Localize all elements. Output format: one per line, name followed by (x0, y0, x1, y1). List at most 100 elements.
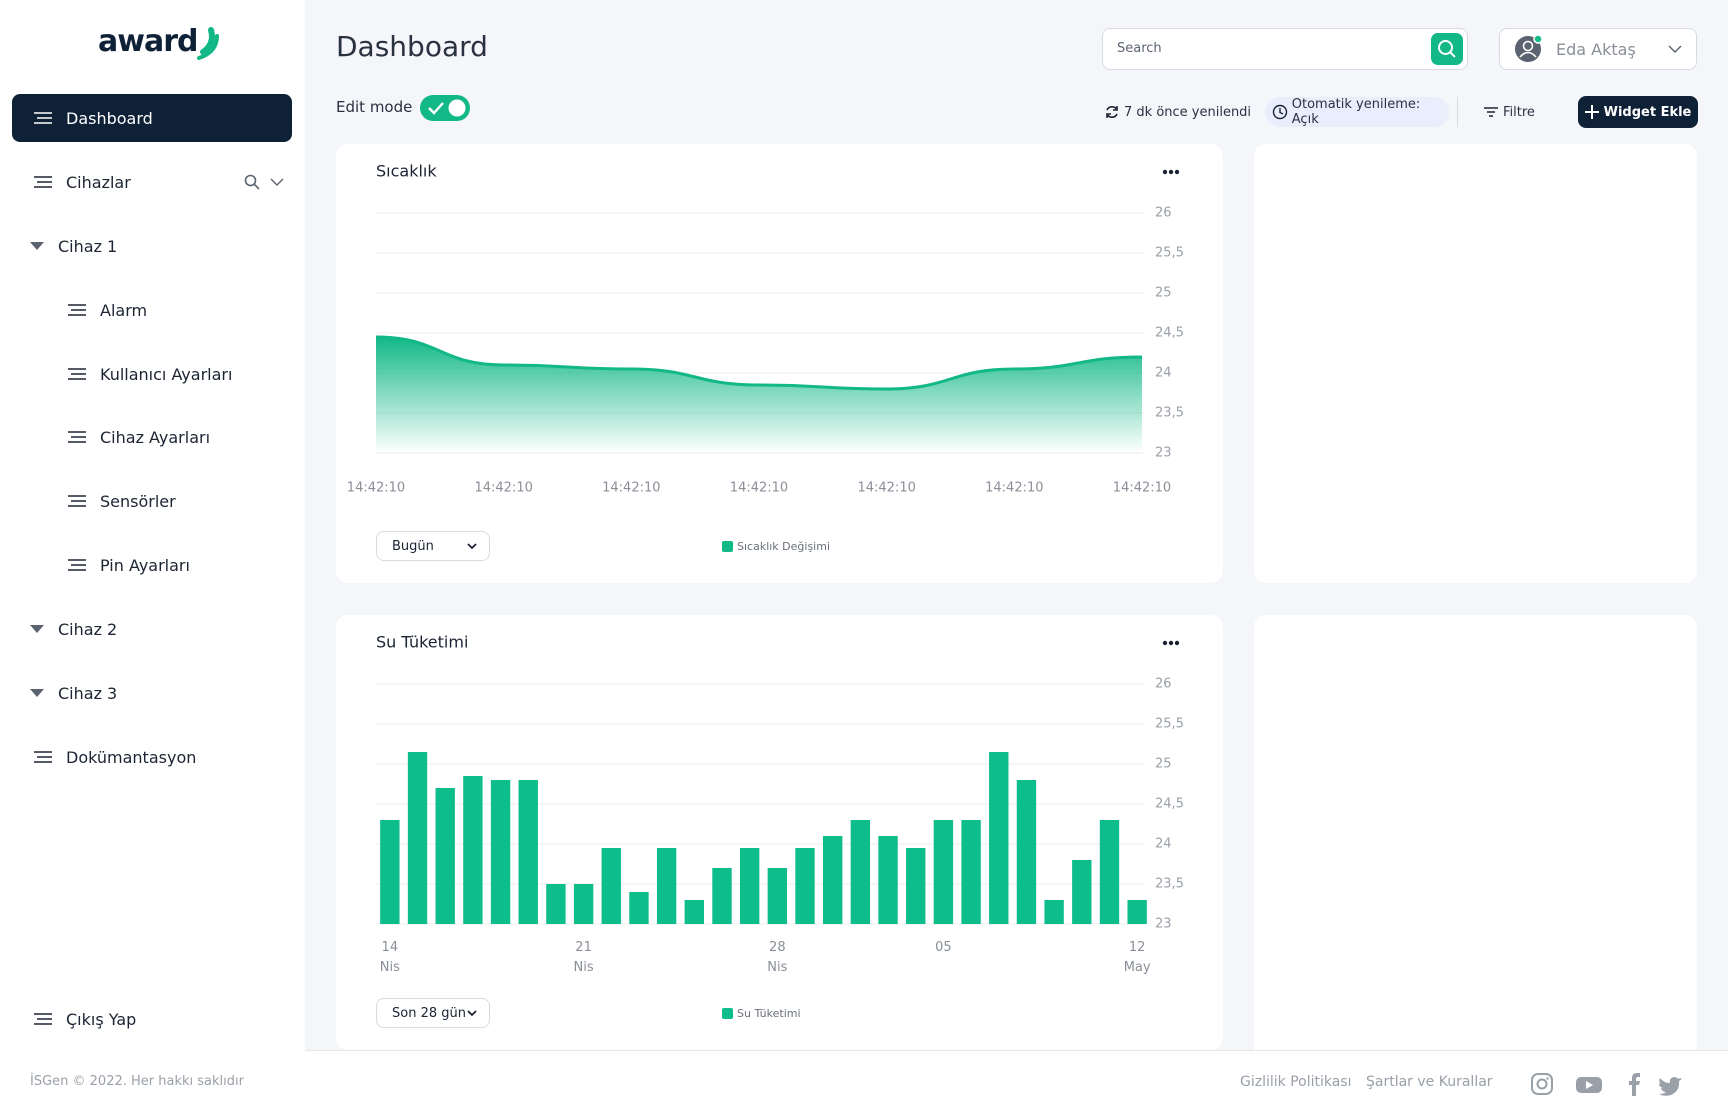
social-icons[interactable] (1531, 1072, 1711, 1098)
user-menu[interactable]: Eda Aktaş (1499, 28, 1697, 70)
menu-icon (34, 112, 52, 124)
bar (712, 868, 732, 924)
bar (656, 848, 677, 924)
x-tick-label: 14:42:10 (857, 481, 915, 496)
caret (30, 689, 44, 697)
nav-item[interactable]: Sensörler (12, 477, 292, 525)
menu-icon (68, 495, 86, 507)
chart-card: Su Tüketimi 26 25,5 25 24,5 24 23,5 23 Su Tüketi… (336, 615, 1223, 1050)
edit-mode-toggle[interactable] (420, 95, 470, 121)
bar (933, 820, 954, 924)
menu-icon (68, 368, 86, 380)
caret (30, 242, 44, 250)
more-dot (1174, 169, 1180, 175)
nav-item[interactable]: Cihazlar (12, 158, 292, 206)
footer: Gizlilik Politikası Şartlar ve Kurallar (305, 1050, 1728, 1117)
chevron[interactable] (270, 178, 284, 186)
more-dot (1162, 169, 1168, 175)
chevron (467, 1009, 477, 1016)
x-tick-label: 05 (935, 940, 952, 955)
copyright: İSGen © 2022. Her hakkı saklıdır (30, 1074, 244, 1089)
logo-text: award (98, 23, 198, 59)
empty-card (1254, 144, 1697, 583)
nav-label: Pin Ayarları (100, 555, 190, 575)
footer-link[interactable]: Şartlar ve Kurallar (1366, 1074, 1493, 1090)
page-title: Dashboard (336, 30, 488, 63)
sidebar: award Dashboard Cihazlar Cihaz 1 Alarm K… (0, 0, 305, 1117)
nav-item[interactable]: Cihaz 2 (12, 605, 292, 653)
nav-item[interactable]: Alarm (12, 286, 292, 334)
filter[interactable]: Filtre (1484, 97, 1535, 127)
line (375, 335, 1143, 391)
bar (795, 848, 815, 924)
chevron (1668, 45, 1682, 53)
bar (823, 836, 843, 924)
nav-item[interactable]: Cihaz 1 (12, 222, 292, 270)
filter-label: Filtre (1503, 104, 1535, 120)
filter-icon (1484, 107, 1498, 117)
nav-item[interactable]: Dokümantasyon (12, 733, 292, 781)
y-tick-label: 25,5 (1155, 246, 1184, 261)
logout[interactable]: Çıkış Yap (12, 995, 292, 1043)
bar (684, 900, 704, 924)
search-icon[interactable] (244, 174, 260, 190)
x-tick-label: 28 Nis (767, 940, 788, 975)
clock-icon (1272, 104, 1288, 120)
chevron (467, 542, 477, 549)
nav-label: Çıkış Yap (66, 1009, 137, 1029)
bar (1099, 820, 1120, 924)
x-tick-label: 14:42:10 (1113, 481, 1171, 496)
nav-label: Kullanıcı Ayarları (100, 364, 233, 384)
area (376, 337, 1142, 453)
menu-icon (34, 176, 52, 188)
nav-label: Cihaz 3 (58, 683, 118, 703)
nav-item[interactable]: Cihaz Ayarları (12, 413, 292, 461)
search-button[interactable] (1431, 33, 1463, 65)
range-dropdown[interactable]: Bugün (376, 531, 490, 561)
bar (601, 848, 621, 924)
bar (1127, 900, 1147, 924)
legend-label: Su Tüketimi (737, 1007, 801, 1020)
menu-icon (34, 751, 52, 763)
y-tick-label: 26 (1155, 206, 1172, 221)
x-tick-label: 14:42:10 (347, 481, 405, 496)
footer-link[interactable]: Gizlilik Politikası (1240, 1074, 1352, 1090)
bar (767, 868, 788, 924)
menu-icon (68, 431, 86, 443)
add-widget-button[interactable]: Widget Ekle (1578, 96, 1698, 128)
x-tick-label: 14:42:10 (602, 481, 660, 496)
search-icon (1438, 40, 1456, 58)
nav-label: Cihazlar (66, 172, 131, 192)
chevron-path (467, 1009, 477, 1016)
refresh-status[interactable]: 7 dk önce yenilendi (1104, 97, 1251, 127)
logo: award (98, 22, 220, 60)
nav-item[interactable]: Kullanıcı Ayarları (12, 350, 292, 398)
y-tick-label: 24 (1155, 837, 1172, 852)
bar (573, 884, 594, 924)
bar (1016, 780, 1037, 924)
nav-item[interactable]: Cihaz 3 (12, 669, 292, 717)
x-tick-label: 12 May (1123, 940, 1151, 975)
bar (1044, 900, 1064, 924)
dropdown-label: Son 28 gün (392, 1005, 466, 1021)
search-box[interactable]: Search (1102, 28, 1468, 70)
bar (989, 752, 1009, 924)
x-tick-label: 14 Nis (379, 940, 400, 975)
separator (1457, 97, 1458, 127)
bar (629, 892, 649, 924)
chart-title: Sıcaklık (376, 162, 437, 181)
y-tick-label: 26 (1155, 677, 1172, 692)
y-tick-label: 23,5 (1155, 877, 1184, 892)
auto-refresh[interactable]: Otomatik yenileme: Açık (1265, 97, 1449, 127)
y-tick-label: 24,5 (1155, 326, 1184, 341)
bar (878, 836, 898, 924)
nav-item[interactable]: Pin Ayarları (12, 541, 292, 589)
empty-card (1254, 615, 1697, 1050)
avatar (1515, 34, 1543, 62)
range-dropdown[interactable]: Son 28 gün (376, 998, 490, 1028)
refresh-label: 7 dk önce yenilendi (1124, 104, 1252, 120)
dropdown-label: Bugün (392, 538, 434, 554)
y-tick-label: 25 (1155, 757, 1172, 772)
nav-item[interactable]: Dashboard (12, 94, 292, 142)
